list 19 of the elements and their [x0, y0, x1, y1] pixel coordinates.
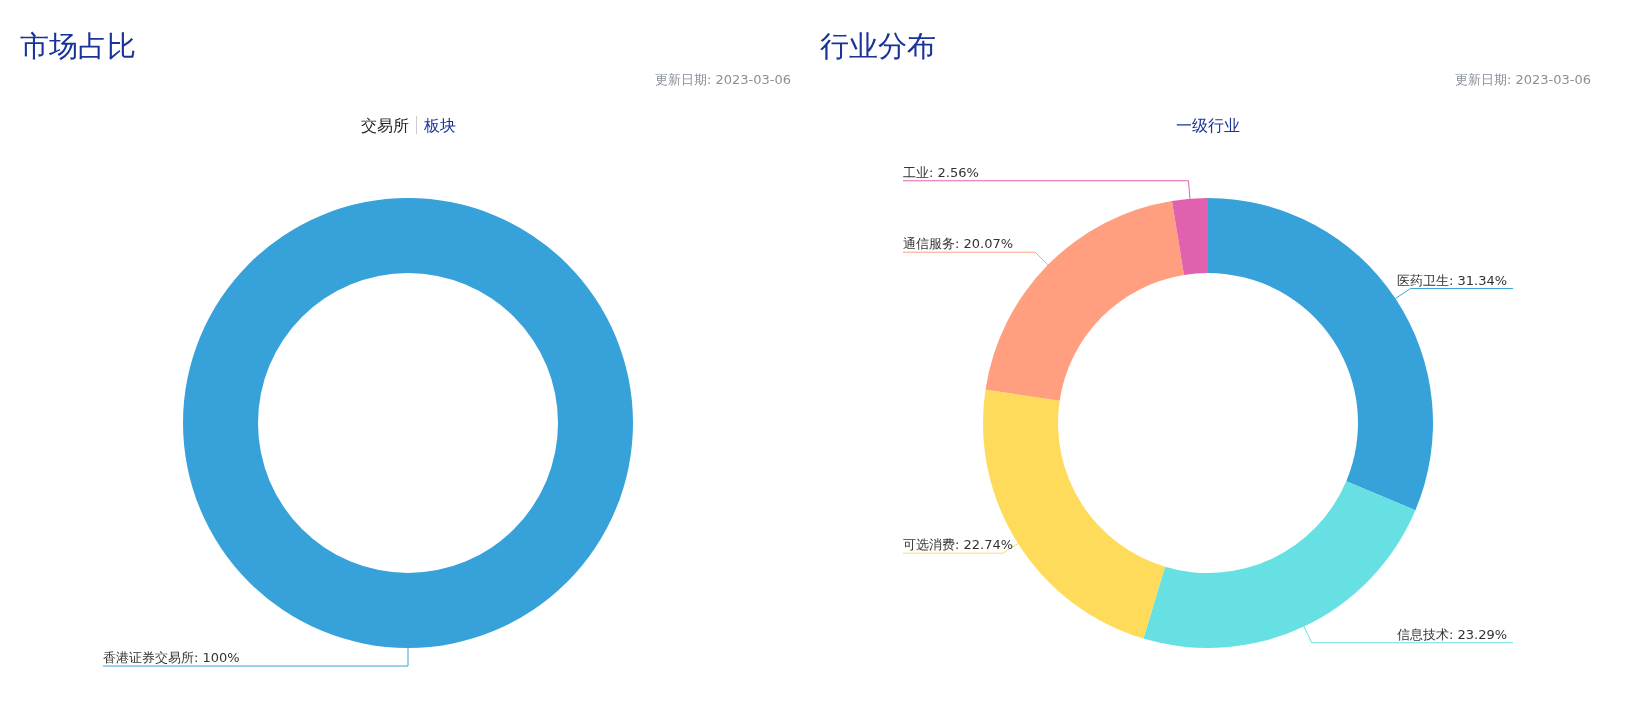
text: 交易所 [361, 116, 409, 135]
data-label: : 23.29% [1449, 626, 1508, 642]
text: 一级行业 [1176, 116, 1240, 135]
chart-title: 行业分布 [820, 29, 936, 63]
text: 更新日期: 2023-03-06 [654, 72, 791, 87]
slice-label: 香港证券交易所 [103, 650, 194, 665]
slice-label: 可选消费 [903, 537, 955, 553]
data-label: : 2.56% [929, 164, 979, 180]
slice-label: 信息技术 [1397, 626, 1449, 642]
data-label: : 22.74% [955, 537, 1014, 553]
slice-label: 工业 [903, 164, 929, 180]
chart-title: 市场占比 [20, 29, 136, 63]
slice-label: 通信服务 [903, 236, 955, 252]
text: 板块 [422, 116, 456, 135]
chart-subtitle: 更新日期: 2023-03-06 [1454, 72, 1591, 87]
slice-label: 医药卫生 [1397, 272, 1449, 288]
data-label: : 100% [194, 650, 240, 665]
data-label: : 20.07% [955, 236, 1014, 252]
data-label: : 31.34% [1449, 272, 1508, 288]
